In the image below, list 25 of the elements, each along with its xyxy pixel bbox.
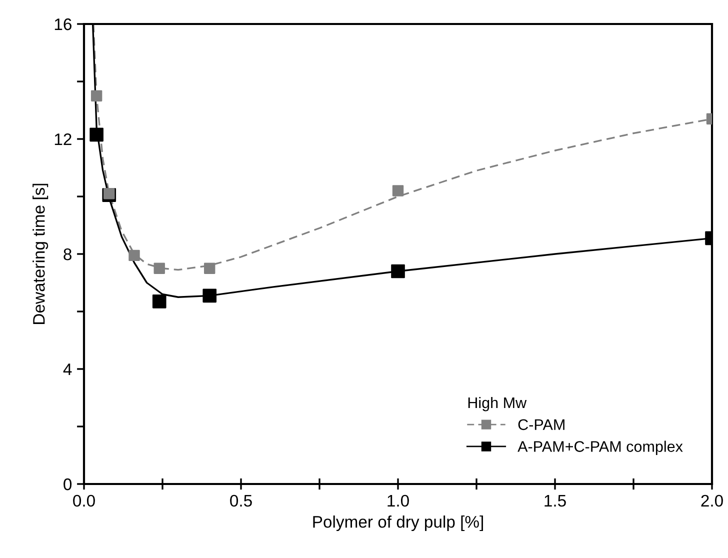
point [392, 185, 404, 196]
y-tick-label: 8 [64, 248, 72, 260]
point [204, 262, 216, 274]
legend-label: A-PAM+C-PAM complex [518, 440, 683, 455]
legend-title: High Mw [468, 396, 527, 412]
point [128, 250, 140, 262]
x-axis-title: Polymer of dry pulp [%] [313, 516, 483, 532]
x-tick-label: 0.5 [230, 494, 252, 507]
point [104, 188, 115, 200]
x-tick-label: 2.0 [701, 494, 723, 507]
point [90, 128, 104, 142]
point [90, 90, 102, 102]
x-tick-label: 0.0 [73, 494, 95, 507]
y-tick-label: 12 [54, 133, 72, 146]
x-tick-label: 1.0 [388, 494, 409, 507]
legend-label: C-PAM [518, 419, 564, 430]
point [391, 264, 405, 278]
point [154, 262, 165, 274]
y-axis-title: Dewatering time [s] [32, 184, 48, 324]
x-tick-label: 1.5 [544, 495, 566, 507]
y-tick-label: 16 [54, 18, 72, 30]
point [152, 294, 166, 308]
y-tick-label: 4 [63, 364, 72, 376]
point [202, 288, 217, 303]
y-tick-label: 0 [64, 478, 72, 490]
